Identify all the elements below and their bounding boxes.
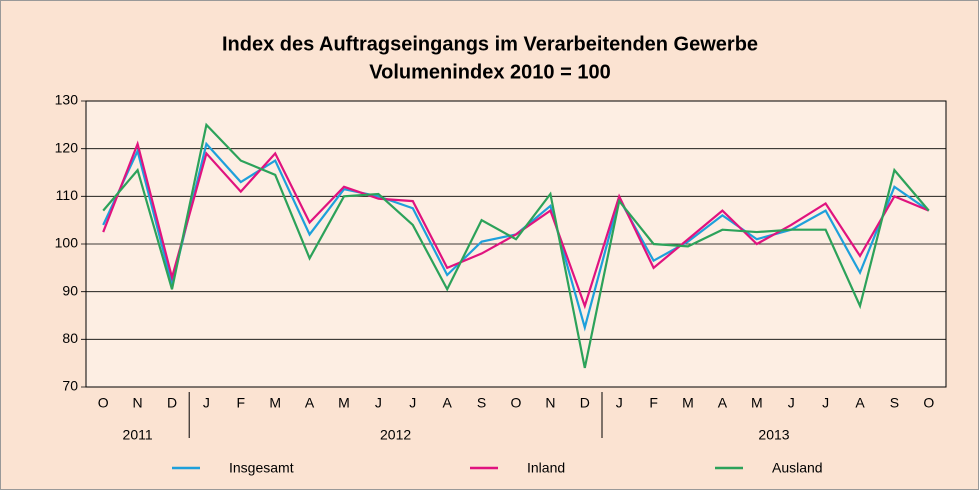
y-tick-label: 70	[62, 378, 78, 394]
x-tick-label: J	[409, 395, 416, 411]
legend-label: Insgesamt	[229, 460, 294, 476]
x-tick-label: M	[338, 395, 350, 411]
x-tick-label: J	[788, 395, 795, 411]
x-tick-label: A	[855, 395, 865, 411]
y-tick-label: 100	[55, 235, 79, 251]
x-tick-label: S	[890, 395, 899, 411]
x-tick-label: O	[98, 395, 109, 411]
legend-label: Inland	[527, 460, 565, 476]
x-tick-label: M	[751, 395, 763, 411]
x-tick-label: D	[580, 395, 590, 411]
y-tick-label: 130	[55, 92, 79, 108]
x-tick-label: D	[167, 395, 177, 411]
y-tick-label: 80	[62, 330, 78, 346]
year-label: 2012	[380, 427, 411, 443]
x-tick-label: O	[923, 395, 934, 411]
year-label: 2011	[123, 427, 153, 443]
x-tick-label: J	[822, 395, 829, 411]
x-tick-label: J	[375, 395, 382, 411]
chart-subtitle: Volumenindex 2010 = 100	[369, 61, 610, 83]
chart-title: Index des Auftragseingangs im Verarbeite…	[222, 33, 758, 55]
year-label: 2013	[758, 427, 789, 443]
x-tick-label: N	[133, 395, 143, 411]
x-tick-label: N	[545, 395, 555, 411]
x-tick-label: F	[237, 395, 246, 411]
x-tick-label: J	[616, 395, 623, 411]
x-tick-label: M	[269, 395, 281, 411]
x-tick-label: A	[305, 395, 315, 411]
legend-label: Ausland	[772, 460, 823, 476]
x-tick-label: F	[649, 395, 658, 411]
x-tick-label: J	[203, 395, 210, 411]
x-tick-label: M	[682, 395, 694, 411]
series-line	[102, 122, 930, 369]
x-tick-label: S	[477, 395, 486, 411]
y-tick-label: 110	[56, 187, 79, 203]
series-line	[102, 140, 930, 310]
x-tick-label: A	[718, 395, 728, 411]
x-tick-label: O	[511, 395, 522, 411]
y-tick-label: 90	[62, 282, 78, 298]
x-tick-label: A	[443, 395, 453, 411]
y-tick-label: 120	[55, 139, 79, 155]
